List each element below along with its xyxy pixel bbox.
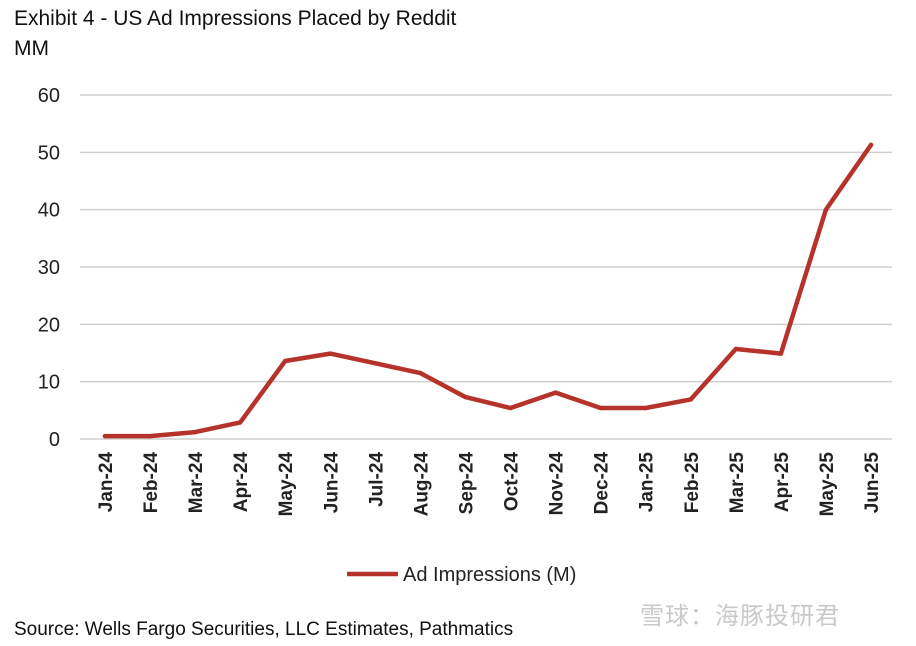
x-tick-label: Jan-25 xyxy=(637,452,658,513)
data-point xyxy=(147,433,153,439)
data-point xyxy=(778,351,784,356)
x-tick-label: May-25 xyxy=(817,452,838,517)
data-point xyxy=(418,370,423,376)
watermark: 雪球：海豚投研君 xyxy=(640,603,840,630)
x-tick-label: Jun-24 xyxy=(321,452,342,514)
legend-label: Ad Impressions (M) xyxy=(403,564,576,586)
y-tick-label: 50 xyxy=(38,142,60,164)
data-point xyxy=(373,361,378,366)
data-point xyxy=(688,397,693,402)
x-tick-label: Oct-24 xyxy=(502,452,523,512)
chart-title: Exhibit 4 - US Ad Impressions Placed by … xyxy=(14,7,457,30)
x-tick-label: Jan-24 xyxy=(96,452,117,513)
data-point xyxy=(733,346,739,352)
data-point xyxy=(283,358,288,364)
y-tick-label: 60 xyxy=(38,85,60,107)
data-point xyxy=(598,405,603,411)
x-tick-label: Jul-24 xyxy=(366,452,387,507)
series-lines xyxy=(102,142,874,439)
x-tick-label: Apr-25 xyxy=(772,452,793,513)
legend: Ad Impressions (M) xyxy=(347,564,576,586)
y-tick-label: 20 xyxy=(38,314,60,336)
data-point xyxy=(553,390,558,395)
data-point xyxy=(192,429,198,435)
y-tick-label: 40 xyxy=(38,200,60,222)
x-tick-label: Feb-25 xyxy=(682,452,703,514)
x-tick-label: Jun-25 xyxy=(862,452,883,514)
x-tick-label: Aug-24 xyxy=(411,452,432,517)
data-point xyxy=(237,420,243,425)
y-tick-label: 0 xyxy=(49,429,60,451)
x-tick-label: Feb-24 xyxy=(141,452,162,514)
series-line-0 xyxy=(102,142,874,439)
x-axis-ticks: Jan-24 Feb-24 Mar-24 Apr-24 May-24 Jun-24 Jul-… xyxy=(96,452,883,517)
data-point xyxy=(823,207,829,212)
x-tick-label: Dec-24 xyxy=(592,452,613,515)
y-tick-label: 30 xyxy=(38,257,60,279)
x-tick-label: Nov-24 xyxy=(547,452,568,516)
source-note: Source: Wells Fargo Securities, LLC Esti… xyxy=(14,619,514,640)
y-axis-ticks: 0 10 20 30 40 50 60 xyxy=(38,85,60,451)
x-tick-label: Apr-24 xyxy=(231,452,252,513)
data-point xyxy=(328,351,333,356)
x-tick-label: Sep-24 xyxy=(456,452,477,515)
x-tick-label: Mar-25 xyxy=(727,452,748,514)
data-point xyxy=(508,405,513,411)
data-point xyxy=(868,142,874,148)
gridlines xyxy=(80,94,892,440)
data-point xyxy=(643,405,648,411)
data-point xyxy=(463,394,468,400)
x-tick-label: Mar-24 xyxy=(186,452,207,514)
y-unit-label: MM xyxy=(14,37,49,60)
y-tick-label: 10 xyxy=(38,372,60,394)
data-point xyxy=(102,433,108,439)
x-tick-label: May-24 xyxy=(276,452,297,517)
